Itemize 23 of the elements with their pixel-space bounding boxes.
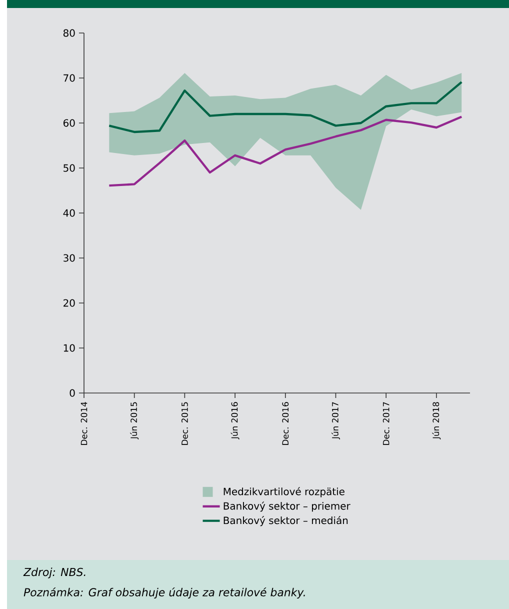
legend-label: Bankový sektor – priemer: [224, 502, 350, 512]
x-tick-label: Dec. 2016: [282, 402, 289, 445]
text: Poznámka: Graf obsahuje údaje za retailové banky.: [24, 587, 305, 599]
x-tick-label: Dec. 2017: [382, 402, 390, 445]
y-tick-label: 0: [70, 389, 75, 397]
x-tick-label: Dec. 2015: [181, 402, 188, 445]
x-tick-label: Jún 2016: [230, 402, 240, 440]
x-tick-label: Jún 2015: [130, 402, 139, 440]
y-tick-label: 50: [64, 164, 75, 172]
x-tick-label: Dec. 2014: [80, 402, 88, 445]
y-tick-label: 30: [64, 254, 75, 262]
y-tick-label: 70: [64, 74, 75, 82]
line-series: [108, 116, 463, 187]
y-tick-label: 60: [64, 119, 75, 127]
x-tick-label: Jún 2018: [432, 402, 441, 440]
y-tick-label: 20: [64, 299, 75, 307]
text: Medzikvartilové rozpätie: [224, 487, 344, 498]
x-tick-label: Jún 2017: [332, 402, 340, 440]
y-tick-label: 80: [63, 29, 75, 37]
y-tick-label: 40: [63, 209, 75, 217]
legend-label: Bankový sektor – medián: [224, 516, 348, 526]
y-tick-label: 10: [64, 344, 75, 352]
text: Zdroj: NBS.: [23, 568, 86, 578]
